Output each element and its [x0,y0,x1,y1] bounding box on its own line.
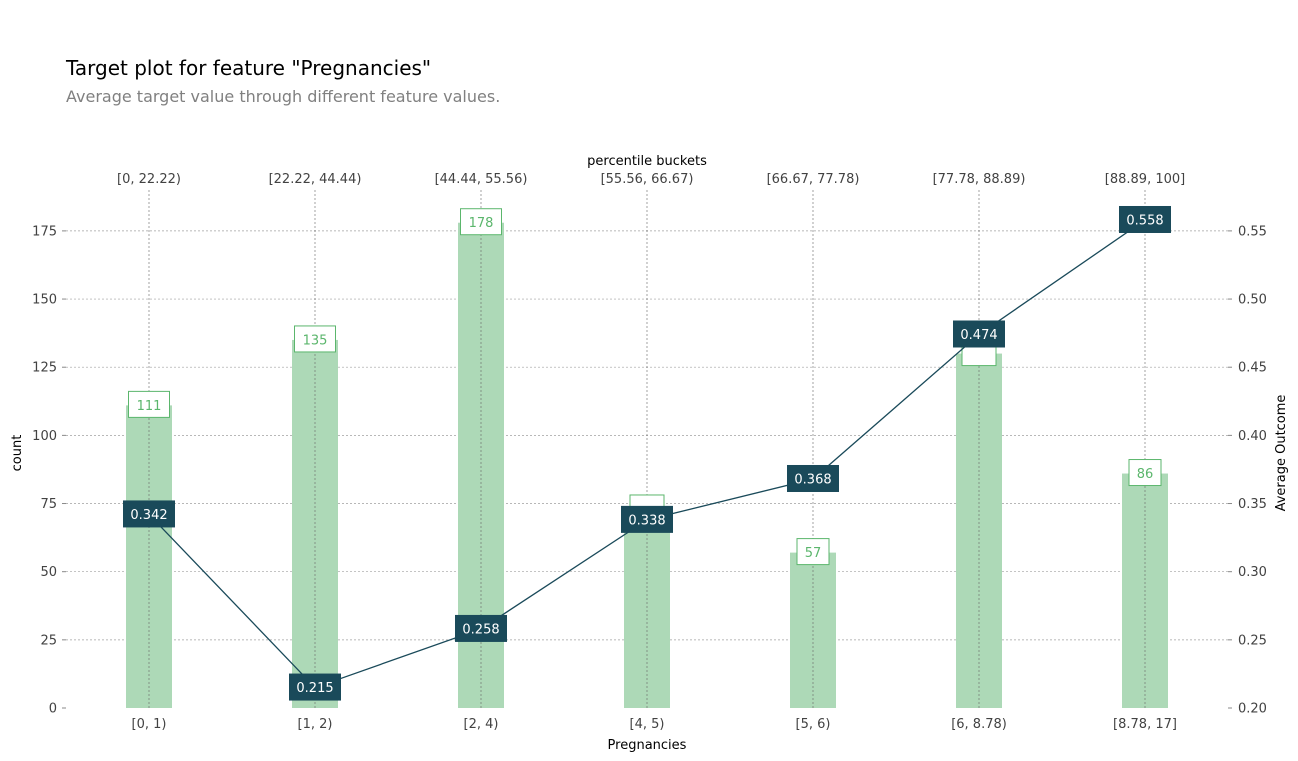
percentile-bucket-label: [55.56, 66.67) [601,172,694,187]
top-axis-label: percentile buckets [587,154,707,169]
percentile-bucket-label: [22.22, 44.44) [269,172,362,187]
x-tick-label: [0, 1) [132,717,167,732]
count-label: 57 [805,546,822,561]
count-label-box [128,390,170,418]
left-tick-label: 150 [32,293,57,308]
count-label-box [1128,459,1162,487]
outcome-label-box [1119,205,1171,233]
right-axis-label: Average Outcome [1274,395,1289,512]
outcome-label: 0.258 [462,622,499,637]
outcome-label: 0.338 [628,513,665,528]
x-tick-label: [8.78, 17] [1113,717,1177,732]
x-axis-label: Pregnancies [608,738,687,753]
left-tick-label: 175 [32,224,57,239]
right-tick-label: 0.50 [1238,293,1267,308]
left-axis-label: count [10,435,25,472]
outcome-label-box [123,500,175,528]
left-tick-label: 50 [40,565,57,580]
count-label: 135 [303,333,328,348]
right-tick-label: 0.35 [1238,497,1267,512]
x-tick-label: [6, 8.78) [951,717,1007,732]
count-label-box [294,325,336,353]
right-tick-label: 0.45 [1238,361,1267,376]
outcome-label-box [621,505,673,533]
outcome-label-box [455,614,507,642]
outcome-label-box [787,464,839,492]
right-tick-label: 0.20 [1238,702,1267,717]
chart-title: Target plot for feature "Pregnancies" [66,56,432,80]
outcome-label: 0.368 [794,472,831,487]
percentile-bucket-label: [77.78, 88.89) [933,172,1026,187]
x-tick-label: [4, 5) [630,717,665,732]
line-layer: 0.342 0.215 0.258 0.338 0.368 0.474 0.558 [123,205,1171,701]
outcome-label-box [289,673,341,701]
right-tick-label: 0.40 [1238,429,1267,444]
left-tick-label: 0 [49,702,57,717]
left-tick-label: 75 [40,497,57,512]
count-label-layer: 111 135 178 57 86 [128,208,1162,566]
right-tick-label: 0.55 [1238,224,1267,239]
right-tick-label: 0.25 [1238,633,1267,648]
percentile-bucket-label: [66.67, 77.78) [767,172,860,187]
count-label-box [796,538,830,566]
chart-subtitle: Average target value through different f… [66,87,501,106]
outcome-label: 0.342 [130,508,167,523]
left-tick-label: 125 [32,361,57,376]
count-label: 111 [137,399,162,414]
percentile-bucket-label: [0, 22.22) [117,172,181,187]
axis-layer: 0 25 50 75 100 125 150 175 0.20 0.25 0.30 0.35 0.40 0… [32,172,1267,732]
percentile-bucket-label: [44.44, 55.56) [435,172,528,187]
left-tick-label: 25 [40,633,57,648]
count-label-box [460,208,502,236]
count-label: 86 [1137,467,1154,482]
outcome-label: 0.474 [960,328,997,343]
count-label: 178 [469,216,494,231]
percentile-bucket-label: [88.89, 100] [1105,172,1185,187]
left-tick-label: 100 [32,429,57,444]
x-tick-label: [2, 4) [464,717,499,732]
outcome-label: 0.215 [296,681,333,696]
right-tick-label: 0.30 [1238,565,1267,580]
outcome-label-box [953,320,1005,348]
outcome-label: 0.558 [1126,213,1163,228]
x-tick-label: [1, 2) [298,717,333,732]
x-tick-label: [5, 6) [796,717,831,732]
